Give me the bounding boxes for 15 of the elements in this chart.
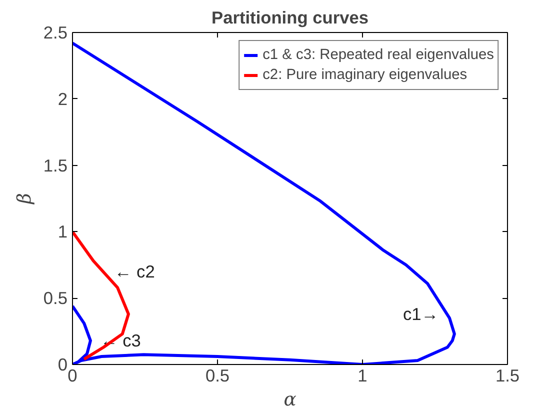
annotation: ← c2: [114, 262, 155, 282]
y-tick-label: 1.5: [43, 155, 68, 176]
y-tick-label: 2.5: [43, 22, 68, 42]
x-axis-title: α: [284, 390, 297, 410]
x-tick-label: 0.5: [205, 366, 230, 386]
y-tick-label: 1: [58, 222, 68, 242]
y-tick-label: 0.5: [43, 288, 68, 308]
y-tick-label: 2: [58, 88, 68, 109]
legend-label: c2: Pure imaginary eigenvalues: [262, 67, 468, 83]
y-axis-title: β: [14, 192, 36, 205]
x-tick-label: 1: [358, 366, 368, 386]
annotation: c1→: [402, 304, 439, 324]
legend-label: c1 & c3: Repeated real eigenvalues: [262, 47, 494, 63]
x-tick-label: 1.5: [495, 366, 520, 386]
chart-title: Partitioning curves: [212, 8, 368, 28]
